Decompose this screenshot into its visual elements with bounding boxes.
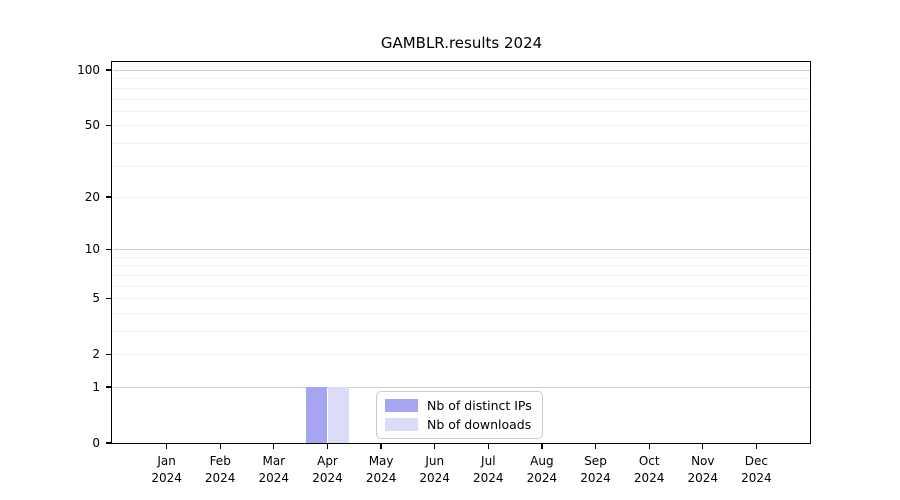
gridline-y-3 [113, 331, 810, 332]
gridline-y-4 [113, 312, 810, 314]
y-tick-mark-20 [106, 196, 112, 198]
x-tick-mark-oct [648, 443, 650, 449]
legend-label-distinct-ips: Nb of distinct IPs [427, 398, 532, 413]
y-tick-mark-50 [106, 124, 112, 126]
bar-apr-series0 [306, 387, 328, 443]
gridline-y-80 [113, 87, 810, 89]
x-tick-label-feb: Feb 2024 [204, 454, 236, 485]
gridline-y-70 [113, 98, 810, 100]
x-tick-mark-may [380, 443, 382, 449]
y-tick-label-10: 10 [84, 242, 100, 257]
y-tick-label-0: 0 [92, 436, 100, 450]
bar-apr-series1 [327, 387, 349, 443]
y-tick-mark-5 [106, 297, 112, 299]
chart-title: GAMBLR.results 2024 [380, 34, 543, 52]
x-tick-mark-dec [755, 443, 758, 449]
x-tick-label-oct: Oct 2024 [633, 454, 665, 485]
x-tick-mark-aug [541, 443, 543, 449]
x-tick-label-jun: Jun 2024 [419, 454, 450, 485]
legend-swatch-downloads-icon [385, 418, 418, 431]
gridline-y-6 [113, 285, 810, 287]
gridline-y-10 [113, 249, 810, 251]
x-tick-mark-mar [273, 443, 275, 449]
plot-area [113, 63, 810, 443]
legend-label-downloads: Nb of downloads [427, 417, 532, 432]
x-tick-mark-nov [702, 443, 704, 449]
gridline-y-8 [113, 265, 810, 267]
x-tick-label-dec: Dec 2024 [741, 454, 772, 485]
y-tick-mark-0 [106, 442, 112, 444]
gridline-y-90 [113, 78, 810, 80]
x-tick-mark-jan [165, 443, 168, 449]
legend: Nb of distinct IPs Nb of downloads [376, 391, 543, 439]
gridline-y-2 [113, 354, 810, 356]
y-tick-mark-10 [106, 248, 112, 250]
gridline-y-50 [113, 125, 810, 127]
y-tick-label-1: 1 [92, 380, 100, 394]
y-tick-mark-100 [106, 69, 112, 71]
x-tick-label-nov: Nov 2024 [687, 454, 719, 485]
x-tick-mark-sep [594, 443, 597, 449]
y-tick-mark-2 [106, 353, 112, 355]
gridline-y-30 [113, 165, 810, 167]
gridline-y-7 [113, 274, 810, 276]
y-tick-label-100: 100 [77, 63, 100, 77]
legend-item-distinct-ips: Nb of distinct IPs [385, 398, 532, 413]
y-tick-label-20: 20 [84, 189, 100, 204]
x-tick-label-aug: Aug 2024 [526, 454, 558, 485]
y-tick-label-2: 2 [92, 347, 100, 362]
gridline-y-60 [113, 110, 810, 112]
legend-item-downloads: Nb of downloads [385, 417, 532, 432]
x-tick-mark-jul [487, 443, 489, 449]
x-tick-label-sep: Sep 2024 [580, 454, 611, 485]
gridline-y-9 [113, 256, 810, 258]
y-tick-label-5: 5 [92, 291, 100, 306]
y-tick-mark-1 [106, 386, 112, 388]
x-tick-mark-jun [434, 443, 436, 449]
gridline-y-40 [113, 142, 810, 144]
legend-swatch-distinct-ips-icon [385, 399, 418, 412]
gridline-y-1 [113, 387, 810, 388]
gridline-y-20 [113, 196, 810, 198]
gridline-y-100 [113, 70, 810, 71]
x-tick-label-apr: Apr 2024 [312, 454, 343, 485]
x-tick-mark-apr [326, 443, 329, 449]
x-tick-label-jul: Jul 2024 [473, 454, 504, 485]
y-tick-label-50: 50 [84, 118, 100, 133]
x-tick-mark-feb [219, 443, 221, 449]
x-tick-label-may: May 2024 [365, 454, 397, 485]
x-tick-label-jan: Jan 2024 [151, 454, 182, 485]
gridline-y-5 [113, 298, 810, 300]
x-tick-label-mar: Mar 2024 [258, 454, 290, 485]
